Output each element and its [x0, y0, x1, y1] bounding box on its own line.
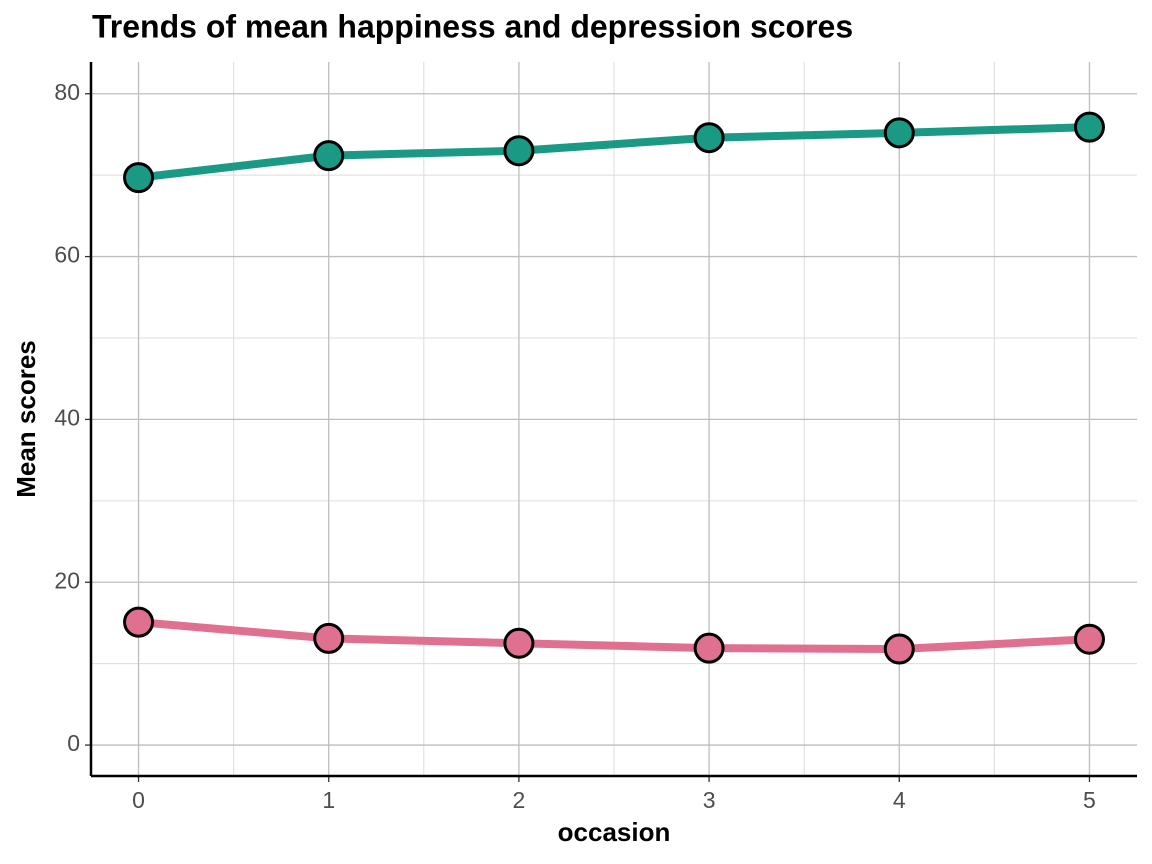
data-point — [693, 122, 725, 154]
series-line — [138, 618, 1090, 653]
data-point — [313, 622, 345, 654]
data-point — [1073, 623, 1105, 655]
y-tick-label: 0 — [67, 730, 80, 756]
series-line — [138, 123, 1090, 182]
x-tick-label: 3 — [703, 787, 716, 813]
data-point — [1073, 111, 1105, 143]
x-tick-label: 0 — [132, 787, 145, 813]
y-tick-label: 40 — [54, 404, 80, 430]
x-axis-title: occasion — [558, 817, 671, 847]
y-tick-label: 60 — [54, 242, 80, 268]
data-point — [693, 632, 725, 664]
data-point — [123, 162, 155, 194]
y-axis-title: Mean scores — [11, 340, 41, 498]
x-tick-label: 1 — [322, 787, 335, 813]
y-tick-label: 80 — [54, 79, 80, 105]
chart-title: Trends of mean happiness and depression … — [92, 8, 853, 44]
x-tick-label: 4 — [893, 787, 906, 813]
data-point — [883, 633, 915, 665]
data-point — [313, 140, 345, 172]
data-point — [503, 627, 535, 659]
data-point — [123, 606, 155, 638]
x-tick-label: 5 — [1083, 787, 1096, 813]
data-point — [503, 135, 535, 167]
x-tick-label: 2 — [513, 787, 526, 813]
data-point — [883, 117, 915, 149]
y-tick-label: 20 — [54, 567, 80, 593]
